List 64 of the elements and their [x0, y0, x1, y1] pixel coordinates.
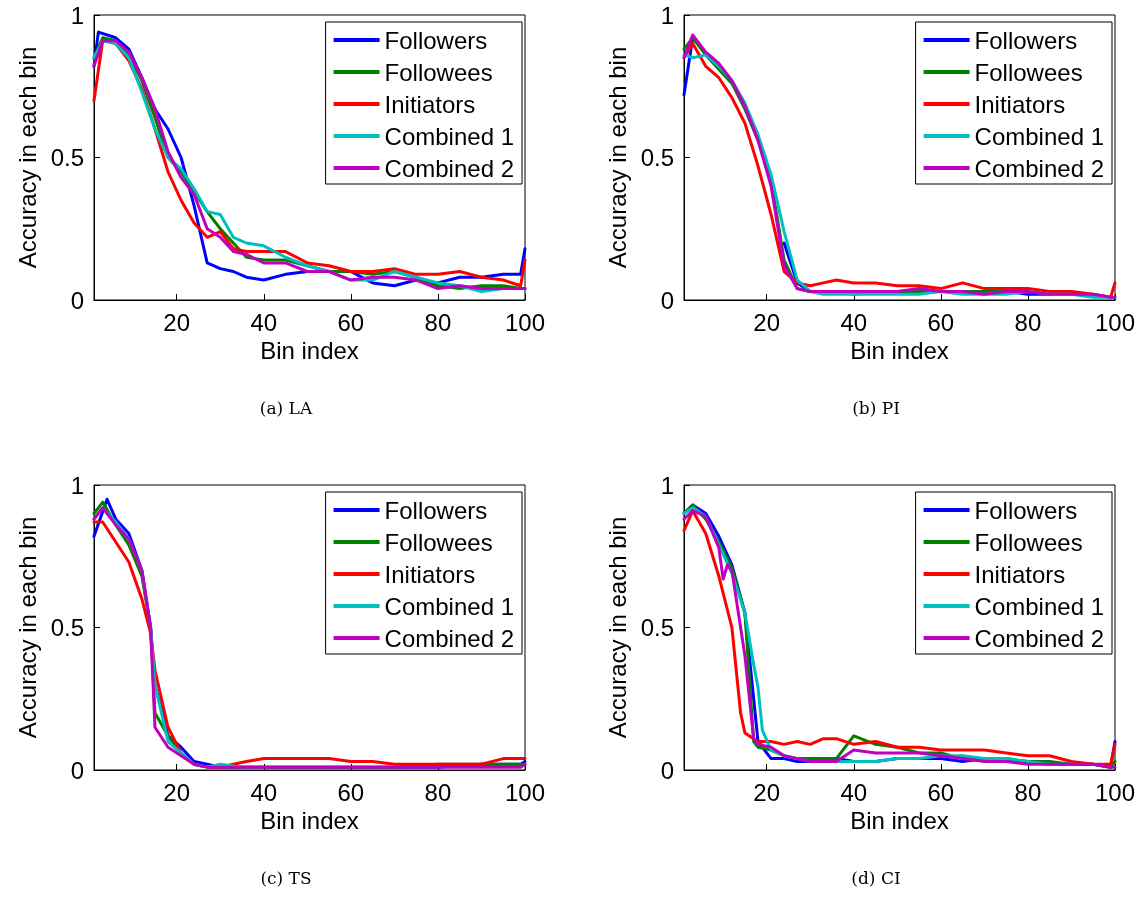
text: (a) LA [258, 398, 314, 418]
x-tick-label: 60 [927, 308, 955, 336]
legend-label: Followers [384, 496, 488, 524]
x-tick-label: 20 [753, 778, 781, 806]
y-tick-label: 0.5 [50, 144, 84, 171]
x-tick-label: 40 [250, 778, 278, 806]
y-axis-title: Accuracy in each bin [14, 516, 42, 739]
x-tick-label: 100 [504, 778, 546, 806]
x-tick-label: 40 [250, 308, 278, 336]
y-tick-label: 0 [70, 286, 84, 314]
x-tick-label: 60 [337, 778, 365, 806]
x-tick-label: 60 [927, 778, 955, 806]
legend-label: Initiators [384, 90, 476, 118]
x-tick-label: 80 [1014, 778, 1042, 806]
y-tick-label: 1 [70, 1, 84, 29]
x-tick-label: 40 [840, 308, 868, 336]
legend-label: Combined 2 [384, 154, 515, 182]
x-tick-label: 80 [1014, 308, 1042, 336]
x-axis-title: Bin index [260, 337, 359, 365]
legend-label: Followees [384, 528, 493, 556]
y-tick-label: 0 [660, 756, 674, 784]
y-tick-label: 1 [660, 471, 674, 499]
legend-label: Combined 2 [974, 154, 1105, 182]
legend-label: Followers [974, 496, 1078, 524]
legend-label: Followees [974, 528, 1083, 556]
x-tick-label: 100 [504, 308, 546, 336]
legend-label: Combined 2 [384, 624, 515, 652]
x-tick-label: 20 [163, 778, 191, 806]
y-axis-title: Accuracy in each bin [14, 46, 42, 269]
legend-label: Followers [384, 26, 488, 54]
text: (d) CI [850, 868, 902, 888]
legend-label: Followees [384, 58, 493, 86]
y-tick-label: 1 [70, 471, 84, 499]
y-tick-label: 0.5 [50, 614, 84, 641]
y-tick-label: 0 [660, 286, 674, 314]
y-tick-label: 0.5 [640, 144, 674, 171]
x-axis-title: Bin index [850, 337, 949, 365]
legend-label: Combined 2 [974, 624, 1105, 652]
y-tick-label: 1 [660, 1, 674, 29]
y-axis-title: Accuracy in each bin [604, 516, 632, 739]
legend-label: Combined 1 [384, 592, 515, 620]
x-tick-label: 100 [1094, 308, 1136, 336]
y-tick-label: 0 [70, 756, 84, 784]
legend-label: Combined 1 [974, 592, 1105, 620]
x-tick-label: 100 [1094, 778, 1136, 806]
x-tick-label: 20 [753, 308, 781, 336]
legend-label: Initiators [384, 560, 476, 588]
x-tick-label: 80 [424, 778, 452, 806]
text: (b) PI [851, 398, 901, 418]
legend-label: Initiators [974, 560, 1066, 588]
x-tick-label: 20 [163, 308, 191, 336]
legend-label: Initiators [974, 90, 1066, 118]
y-axis-title: Accuracy in each bin [604, 46, 632, 269]
x-axis-title: Bin index [850, 807, 949, 835]
x-axis-title: Bin index [260, 807, 359, 835]
legend-label: Followees [974, 58, 1083, 86]
x-tick-label: 80 [424, 308, 452, 336]
x-tick-label: 60 [337, 308, 365, 336]
x-tick-label: 40 [840, 778, 868, 806]
y-tick-label: 0.5 [640, 614, 674, 641]
legend-label: Followers [974, 26, 1078, 54]
legend-label: Combined 1 [384, 122, 515, 150]
legend-label: Combined 1 [974, 122, 1105, 150]
text: (c) TS [259, 868, 313, 888]
